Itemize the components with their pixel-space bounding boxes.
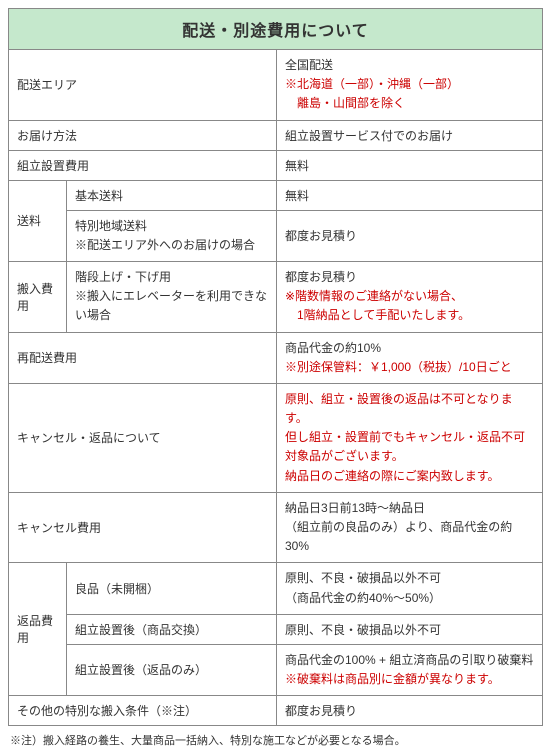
label-cancel-fee: キャンセル費用 <box>9 492 277 563</box>
value-carry-in: 都度お見積り ※階数情報のご連絡がない場合、 1階納品として手配いたします。 <box>277 261 543 332</box>
text-line: 原則、組立・設置後の返品は不可となります。 <box>285 392 513 425</box>
label-return-r2: 組立設置後（商品交換） <box>67 614 277 644</box>
text-line: 対象品がございます。 <box>285 449 404 463</box>
text-line: （組立前の良品のみ）より、商品代金の約30% <box>285 520 512 553</box>
text-line: ※搬入にエレベーターを利用できない場合 <box>75 289 267 322</box>
text-line: （商品代金の約40%～50%） <box>285 591 441 605</box>
value-shipping-special: 都度お見積り <box>277 210 543 261</box>
value-method: 組立設置サービス付でのお届け <box>277 120 543 150</box>
label-other: その他の特別な搬入条件（※注） <box>9 696 277 726</box>
text-line: 原則、不良・破損品以外不可 <box>285 571 441 585</box>
label-method: お届け方法 <box>9 120 277 150</box>
label-return-r3: 組立設置後（返品のみ） <box>67 644 277 695</box>
value-delivery-area: 全国配送 ※北海道（一部）・沖縄（一部） 離島・山間部を除く <box>277 50 543 121</box>
text-line: 都度お見積り <box>285 270 357 284</box>
text-line: 商品代金の100% + 組立済商品の引取り破棄料 <box>285 653 533 667</box>
value-cancel: 原則、組立・設置後の返品は不可となります。 但し組立・設置前でもキャンセル・返品… <box>277 383 543 492</box>
label-carry-in: 搬入費用 <box>9 261 67 332</box>
text-line: 商品代金の約10% <box>285 341 381 355</box>
text-line: ※配送エリア外へのお届けの場合 <box>75 238 255 252</box>
label-cancel: キャンセル・返品について <box>9 383 277 492</box>
text-line: 特別地域送料 <box>75 219 147 233</box>
label-shipping: 送料 <box>9 180 67 261</box>
text-line: 納品日3日前13時～納品日 <box>285 501 425 515</box>
label-setup-fee: 組立設置費用 <box>9 150 277 180</box>
text-line: 階段上げ・下げ用 <box>75 270 171 284</box>
text-line: 全国配送 <box>285 58 333 72</box>
text-line: ※別途保管料：￥1,000（税抜）/10日ごと <box>285 360 512 374</box>
table-title: 配送・別途費用について <box>9 9 543 50</box>
label-return-fee: 返品費用 <box>9 563 67 696</box>
text-line: 納品日のご連絡の際にご案内致します。 <box>285 469 500 483</box>
value-return-r3: 商品代金の100% + 組立済商品の引取り破棄料 ※破棄料は商品別に金額が異なり… <box>277 644 543 695</box>
value-return-r2: 原則、不良・破損品以外不可 <box>277 614 543 644</box>
label-carry-in-sub: 階段上げ・下げ用 ※搬入にエレベーターを利用できない場合 <box>67 261 277 332</box>
label-shipping-basic: 基本送料 <box>67 180 277 210</box>
text-line: 但し組立・設置前でもキャンセル・返品不可 <box>285 430 525 444</box>
value-return-r1: 原則、不良・破損品以外不可 （商品代金の約40%～50%） <box>277 563 543 614</box>
text-line: 1階納品として手配いたします。 <box>285 308 470 322</box>
footnote: ※注）搬入経路の養生、大量商品一括納入、特別な施工などが必要となる場合。 <box>8 732 542 748</box>
label-shipping-special: 特別地域送料 ※配送エリア外へのお届けの場合 <box>67 210 277 261</box>
value-redelivery: 商品代金の約10% ※別途保管料：￥1,000（税抜）/10日ごと <box>277 332 543 383</box>
text-line: ※階数情報のご連絡がない場合、 <box>285 289 463 303</box>
shipping-fee-table: 配送・別途費用について 配送エリア 全国配送 ※北海道（一部）・沖縄（一部） 離… <box>8 8 543 726</box>
value-shipping-basic: 無料 <box>277 180 543 210</box>
text-line: 離島・山間部を除く <box>285 96 405 110</box>
text-line: ※北海道（一部）・沖縄（一部） <box>285 77 459 91</box>
label-redelivery: 再配送費用 <box>9 332 277 383</box>
value-setup-fee: 無料 <box>277 150 543 180</box>
value-other: 都度お見積り <box>277 696 543 726</box>
text-line: ※破棄料は商品別に金額が異なります。 <box>285 672 500 686</box>
label-return-r1: 良品（未開梱） <box>67 563 277 614</box>
label-delivery-area: 配送エリア <box>9 50 277 121</box>
value-cancel-fee: 納品日3日前13時～納品日 （組立前の良品のみ）より、商品代金の約30% <box>277 492 543 563</box>
